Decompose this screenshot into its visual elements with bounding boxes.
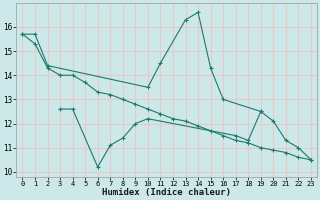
X-axis label: Humidex (Indice chaleur): Humidex (Indice chaleur)	[102, 188, 231, 197]
